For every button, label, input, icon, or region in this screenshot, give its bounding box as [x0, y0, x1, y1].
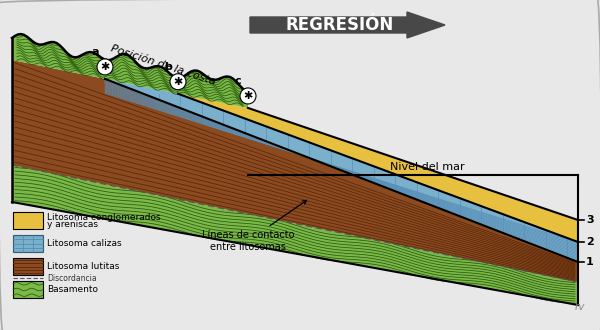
- Bar: [13, 258, 43, 275]
- Text: Nivel del mar: Nivel del mar: [390, 162, 464, 172]
- Text: Basamento: Basamento: [47, 285, 98, 294]
- Text: b: b: [164, 62, 172, 72]
- Text: Líneas de contacto
entre litosomas: Líneas de contacto entre litosomas: [202, 200, 307, 251]
- Polygon shape: [178, 94, 578, 242]
- Text: Litosoma conglomerados: Litosoma conglomerados: [47, 214, 161, 222]
- Text: ✱: ✱: [244, 91, 253, 101]
- Bar: [13, 212, 43, 229]
- Circle shape: [97, 59, 113, 75]
- Text: c: c: [235, 76, 241, 86]
- Text: Posición de la costa: Posición de la costa: [109, 44, 217, 87]
- Circle shape: [170, 74, 186, 90]
- Text: Discordancia: Discordancia: [47, 274, 97, 283]
- Text: ✱: ✱: [100, 62, 110, 72]
- Polygon shape: [12, 165, 578, 305]
- Polygon shape: [12, 34, 248, 175]
- Text: rv: rv: [575, 302, 585, 312]
- Polygon shape: [105, 79, 578, 262]
- FancyArrow shape: [250, 12, 445, 38]
- Circle shape: [240, 88, 256, 104]
- Text: 1: 1: [586, 257, 594, 267]
- Text: a: a: [91, 47, 99, 57]
- Text: 3: 3: [586, 215, 593, 225]
- Text: 2: 2: [586, 237, 594, 247]
- Text: Litosoma calizas: Litosoma calizas: [47, 239, 122, 248]
- Bar: [13, 281, 43, 298]
- Text: y areniscas: y areniscas: [47, 220, 98, 229]
- Bar: [13, 235, 43, 252]
- Text: REGRESIÓN: REGRESIÓN: [286, 16, 394, 34]
- Polygon shape: [12, 60, 578, 282]
- Text: ✱: ✱: [173, 77, 182, 87]
- Text: Litosoma lutitas: Litosoma lutitas: [47, 262, 119, 271]
